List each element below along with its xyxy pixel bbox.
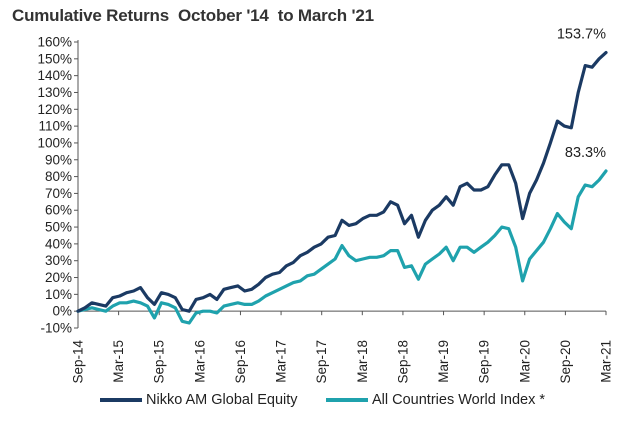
y-tick-label: 110% xyxy=(38,119,72,134)
y-tick-label: 10% xyxy=(45,287,72,302)
x-tick-label: Sep-20 xyxy=(558,340,573,384)
series-line-acwi xyxy=(76,169,608,325)
y-tick-label: 80% xyxy=(45,169,72,184)
legend-label-nikko: Nikko AM Global Equity xyxy=(146,392,298,408)
y-tick-label: 140% xyxy=(37,68,72,83)
legend-swatch-acwi xyxy=(326,398,368,402)
x-tick-label: Sep-15 xyxy=(152,340,167,384)
x-tick-label: Sep-18 xyxy=(395,340,410,384)
chart-title: Cumulative Returns October '14 to March … xyxy=(12,6,374,25)
x-tick-label: Mar-15 xyxy=(111,340,126,383)
legend-item-acwi: All Countries World Index * xyxy=(326,388,545,412)
series-lines xyxy=(76,51,608,325)
y-axis-ticks: -10% 0% 10% 20% 30% 40%50% 60% 70% 80% 90% 100%110… xyxy=(37,35,78,336)
x-tick-label: Sep-19 xyxy=(477,340,492,384)
axes xyxy=(77,40,606,328)
y-tick-label: 60% xyxy=(45,203,72,218)
y-tick-label: 100% xyxy=(37,135,72,150)
x-tick-label: Mar-21 xyxy=(599,340,614,383)
end-label-acwi: 83.3% xyxy=(565,145,606,161)
x-tick-label: Sep-16 xyxy=(233,340,248,384)
y-tick-label: 0% xyxy=(52,304,72,319)
y-tick-label: 150% xyxy=(37,51,72,66)
y-tick-label: 50% xyxy=(45,220,72,235)
end-label-nikko: 153.7% xyxy=(557,27,606,43)
x-tick-label: Mar-20 xyxy=(517,340,532,383)
legend: Nikko AM Global Equity All Countries Wor… xyxy=(0,388,642,412)
x-tick-label: Sep-14 xyxy=(71,340,86,384)
x-axis-ticks: Sep-14 Mar-15 Sep-15 Mar-16 Sep-16 Mar-17 Sep-… xyxy=(71,311,614,384)
legend-item-nikko: Nikko AM Global Equity xyxy=(100,388,298,412)
end-labels: 83.3% 153.7% xyxy=(557,27,606,161)
legend-label-acwi: All Countries World Index * xyxy=(372,392,546,408)
y-tick-label: 130% xyxy=(37,85,72,100)
legend-swatch-nikko xyxy=(100,398,142,402)
y-tick-label: 160% xyxy=(37,35,72,50)
y-tick-label: 30% xyxy=(45,253,72,268)
series-line-nikko xyxy=(76,51,608,313)
y-tick-label: 90% xyxy=(45,152,72,167)
x-tick-label: Mar-16 xyxy=(192,340,207,383)
y-tick-label: 120% xyxy=(37,102,72,117)
y-tick-label: 40% xyxy=(45,236,72,251)
x-tick-label: Sep-17 xyxy=(314,340,329,384)
y-tick-label: 20% xyxy=(45,270,72,285)
x-tick-label: Mar-19 xyxy=(436,340,451,383)
x-tick-label: Mar-18 xyxy=(355,340,370,383)
x-tick-label: Mar-17 xyxy=(274,340,289,383)
y-tick-label: 70% xyxy=(45,186,72,201)
y-tick-label: -10% xyxy=(40,321,72,336)
